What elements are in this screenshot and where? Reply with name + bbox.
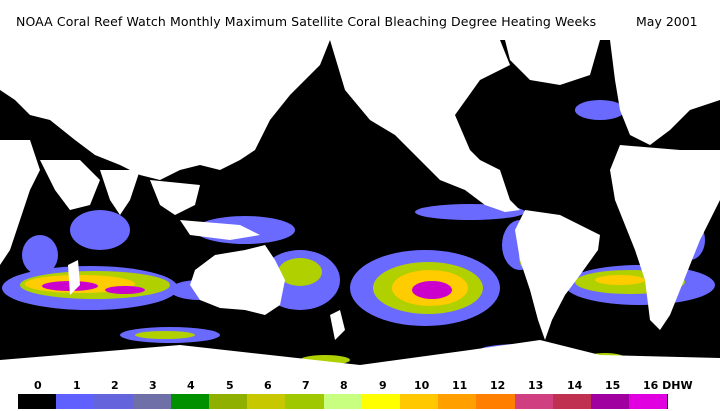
legend-swatch-6: [247, 394, 287, 409]
legend-label-8: 8: [340, 379, 348, 392]
legend-label-7: 7: [302, 379, 310, 392]
legend-swatch-11: [438, 394, 478, 409]
legend-label-3: 3: [149, 379, 157, 392]
legend-swatch-0: [18, 394, 58, 409]
legend-label-15: 15: [605, 379, 621, 392]
legend-swatch-2: [94, 394, 134, 409]
legend-label-9: 9: [379, 379, 387, 392]
legend-swatch-7: [285, 394, 325, 409]
legend-label-2: 2: [111, 379, 119, 392]
legend-label-6: 6: [264, 379, 272, 392]
legend-swatch-5: [209, 394, 249, 409]
legend-label-0: 0: [34, 379, 42, 392]
legend-label-16: 16 DHW: [643, 379, 693, 392]
legend-swatch-10: [400, 394, 440, 409]
map-title: NOAA Coral Reef Watch Monthly Maximum Sa…: [16, 14, 597, 29]
legend-label-12: 12: [490, 379, 506, 392]
land-layer: [0, 40, 720, 371]
legend-swatch-16: [629, 394, 669, 409]
legend-label-14: 14: [567, 379, 583, 392]
legend-label-4: 4: [187, 379, 195, 392]
legend-swatch-13: [514, 394, 554, 409]
legend-swatch-1: [56, 394, 96, 409]
legend-label-13: 13: [528, 379, 544, 392]
legend-swatch-3: [132, 394, 172, 409]
legend-label-10: 10: [414, 379, 430, 392]
legend-swatch-14: [552, 394, 592, 409]
legend-swatch-9: [361, 394, 401, 409]
map-date: May 2001: [636, 14, 698, 29]
legend-label-11: 11: [452, 379, 468, 392]
legend-swatch-12: [476, 394, 516, 409]
legend-swatch-8: [323, 394, 363, 409]
legend-label-5: 5: [226, 379, 234, 392]
legend-swatch-4: [170, 394, 210, 409]
legend-label-1: 1: [73, 379, 81, 392]
dhw-legend: 0 1 2 3 4 5 6 7 8 9 10 11 12 13 14 15 16…: [0, 371, 720, 411]
dhw-world-map: [0, 40, 720, 371]
map-title-bar: NOAA Coral Reef Watch Monthly Maximum Sa…: [0, 0, 720, 40]
legend-swatch-15: [591, 394, 631, 409]
